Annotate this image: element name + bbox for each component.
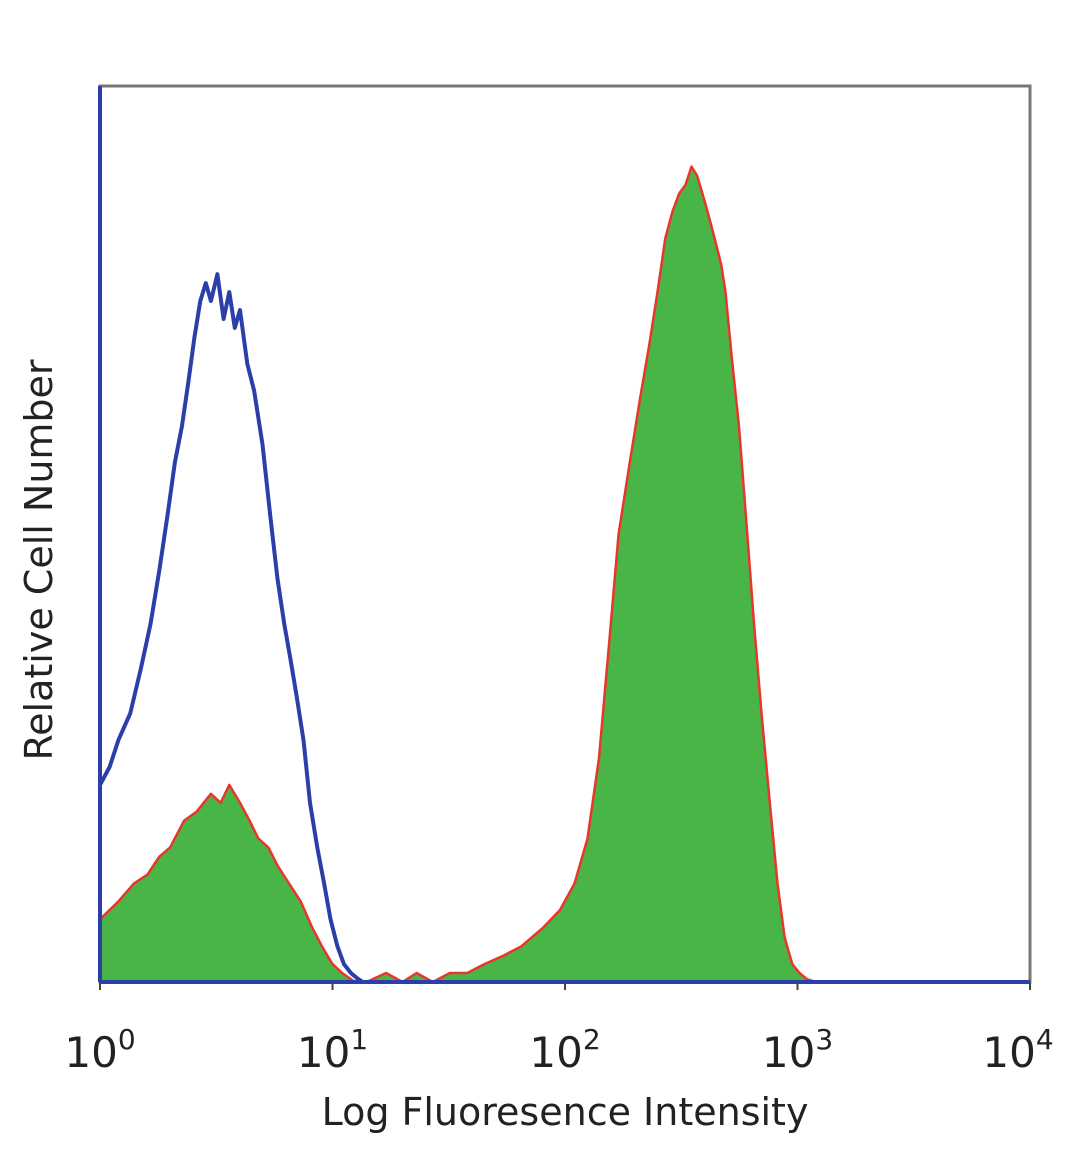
y-axis-title: Relative Cell Number (17, 359, 61, 760)
x-tick-label: 100 (64, 1023, 135, 1077)
control-histogram-line (98, 272, 364, 984)
x-tick-label: 103 (762, 1023, 833, 1077)
x-tick-label: 101 (297, 1023, 368, 1077)
x-tick-label: 104 (982, 1023, 1053, 1077)
stained-histogram-edge (99, 165, 817, 984)
stained-histogram-area (100, 166, 816, 983)
x-axis-title: Log Fluoresence Intensity (322, 1090, 809, 1134)
x-tick-label: 102 (529, 1023, 600, 1077)
